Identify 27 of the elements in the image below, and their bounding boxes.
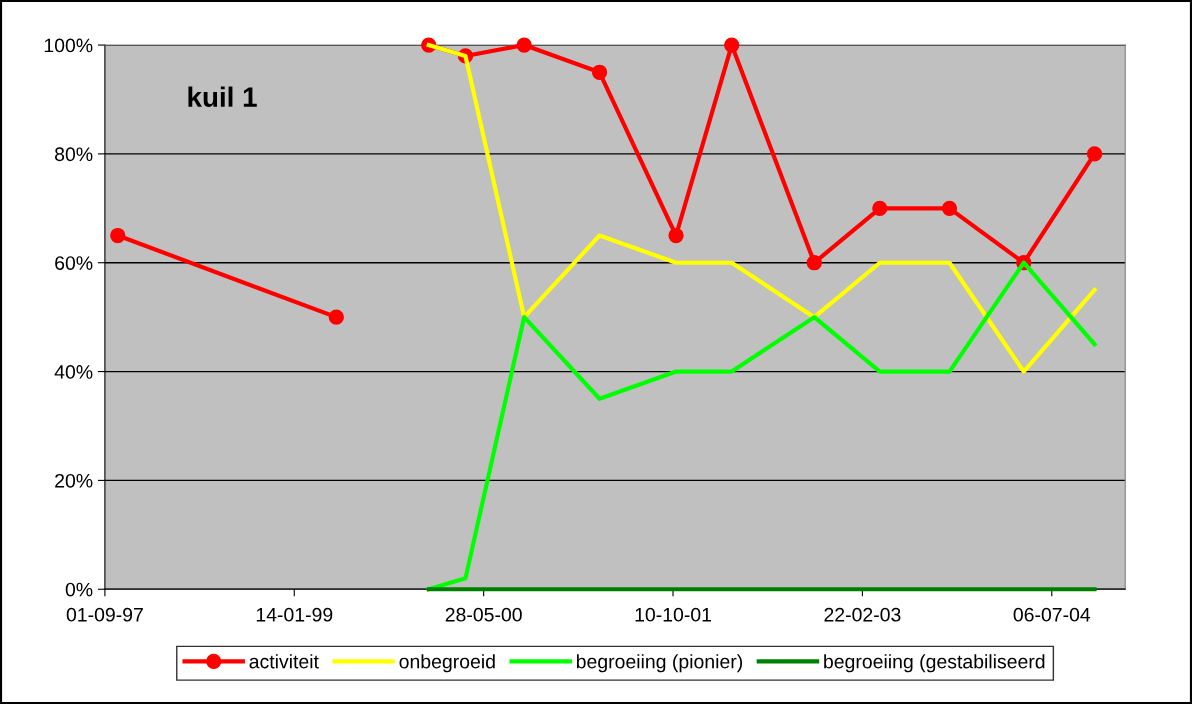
point [591,64,608,80]
x-tick-label: 01-09-97 [66,607,143,622]
point [668,227,684,244]
y-tick-label: 0% [65,582,93,597]
legend-label: activiteit [249,654,319,669]
point [724,37,740,53]
y-tick-label: 40% [54,365,93,379]
point [110,227,126,244]
y-tick-label: 80% [55,147,93,162]
point [328,309,344,325]
x-tick-label: 14-01-99 [256,607,333,622]
x-tick-label: 10-10-01 [635,607,711,622]
point [941,200,958,216]
point [872,200,888,216]
legend-label: begroeiing (gestabiliseerd [824,654,1045,673]
y-tick-label: 20% [55,473,93,488]
text: kuil 1 [188,86,257,107]
x-tick-label: 22-02-03 [824,607,901,622]
y-tick-label: 60% [55,256,93,270]
x-tick-label: 06-07-04 [1013,607,1091,622]
point [516,37,532,53]
point [806,255,822,271]
point [1086,146,1103,162]
legend-label: onbegroeid [399,654,495,673]
y-tick-label: 100% [44,38,93,53]
x-tick-label: 28-05-00 [445,607,522,622]
legend-label: begroeiing (pionier) [576,654,743,673]
